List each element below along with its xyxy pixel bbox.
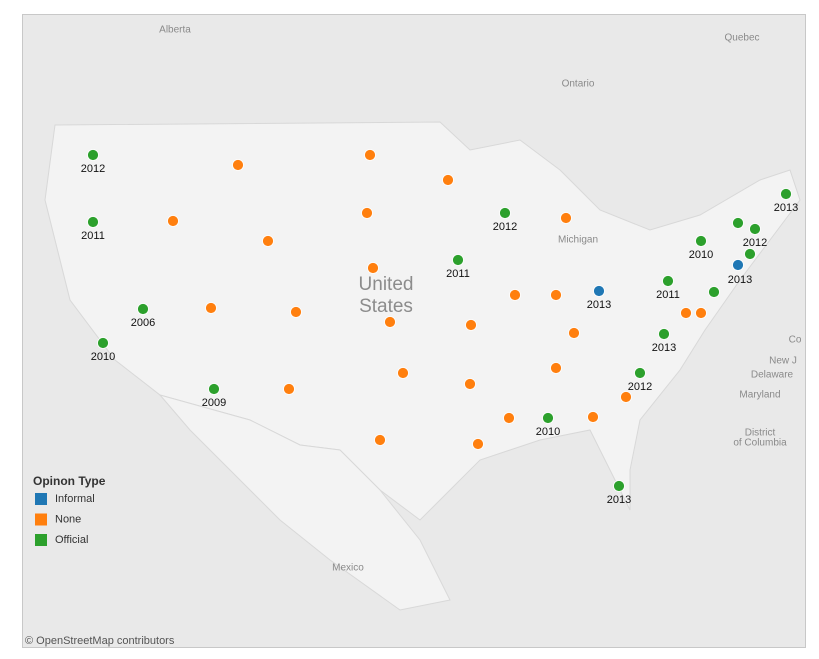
point[interactable]	[542, 412, 554, 424]
year-label: 2013	[774, 202, 798, 214]
point[interactable]	[662, 275, 674, 287]
place-label: States	[359, 296, 413, 317]
year-label: 2011	[656, 289, 680, 301]
point[interactable]	[593, 285, 605, 297]
point[interactable]	[550, 362, 562, 374]
place-label: United	[359, 274, 414, 295]
place-label: Michigan	[558, 235, 598, 246]
point[interactable]	[749, 223, 761, 235]
point[interactable]	[503, 412, 515, 424]
point[interactable]	[232, 159, 244, 171]
legend-label[interactable]: None	[55, 513, 81, 525]
point[interactable]	[137, 303, 149, 315]
place-label: of Columbia	[733, 438, 787, 449]
point[interactable]	[442, 174, 454, 186]
point[interactable]	[465, 319, 477, 331]
point[interactable]	[695, 235, 707, 247]
attribution: © OpenStreetMap contributors	[25, 635, 175, 647]
point[interactable]	[550, 289, 562, 301]
point[interactable]	[87, 149, 99, 161]
place-label: Mexico	[332, 563, 364, 574]
point[interactable]	[97, 337, 109, 349]
year-label: 2013	[652, 342, 676, 354]
point[interactable]	[464, 378, 476, 390]
point[interactable]	[208, 383, 220, 395]
legend-swatch[interactable]	[35, 534, 47, 546]
point[interactable]	[499, 207, 511, 219]
point[interactable]	[367, 262, 379, 274]
place-label: Maryland	[739, 390, 780, 401]
point[interactable]	[620, 391, 632, 403]
year-label: 2009	[202, 397, 226, 409]
point[interactable]	[568, 327, 580, 339]
point[interactable]	[509, 289, 521, 301]
point[interactable]	[613, 480, 625, 492]
year-label: 2013	[728, 274, 752, 286]
point[interactable]	[695, 307, 707, 319]
point[interactable]	[634, 367, 646, 379]
legend-label[interactable]: Official	[55, 534, 88, 546]
place-label: Alberta	[159, 25, 191, 36]
point[interactable]	[364, 149, 376, 161]
year-label: 2012	[493, 221, 517, 233]
place-label: Co	[789, 335, 802, 346]
year-label: 2012	[81, 163, 105, 175]
point[interactable]	[732, 259, 744, 271]
point[interactable]	[744, 248, 756, 260]
year-label: 2012	[743, 237, 767, 249]
year-label: 2010	[91, 351, 115, 363]
year-label: 2010	[689, 249, 713, 261]
year-label: 2011	[446, 268, 470, 280]
point[interactable]	[384, 316, 396, 328]
year-label: 2006	[131, 317, 155, 329]
point[interactable]	[732, 217, 744, 229]
place-label: New J	[769, 356, 797, 367]
legend-swatch[interactable]	[35, 493, 47, 505]
point[interactable]	[587, 411, 599, 423]
point[interactable]	[780, 188, 792, 200]
legend-title: Opinon Type	[33, 474, 106, 488]
point[interactable]	[205, 302, 217, 314]
land-mexico	[158, 394, 451, 611]
point[interactable]	[560, 212, 572, 224]
place-label: Ontario	[562, 79, 595, 90]
point[interactable]	[283, 383, 295, 395]
year-label: 2012	[628, 381, 652, 393]
place-label: District	[745, 428, 776, 439]
point[interactable]	[472, 438, 484, 450]
point[interactable]	[452, 254, 464, 266]
place-label: Delaware	[751, 370, 794, 381]
year-label: 2013	[587, 299, 611, 311]
year-label: 2011	[81, 230, 105, 242]
point[interactable]	[361, 207, 373, 219]
point[interactable]	[374, 434, 386, 446]
point[interactable]	[680, 307, 692, 319]
place-label: Quebec	[724, 33, 759, 44]
legend-label[interactable]: Informal	[55, 493, 95, 505]
year-label: 2013	[607, 494, 631, 506]
point[interactable]	[262, 235, 274, 247]
point[interactable]	[167, 215, 179, 227]
point[interactable]	[397, 367, 409, 379]
point[interactable]	[290, 306, 302, 318]
point[interactable]	[87, 216, 99, 228]
year-label: 2010	[536, 426, 560, 438]
legend-swatch[interactable]	[35, 513, 47, 526]
point[interactable]	[658, 328, 670, 340]
point[interactable]	[708, 286, 720, 298]
